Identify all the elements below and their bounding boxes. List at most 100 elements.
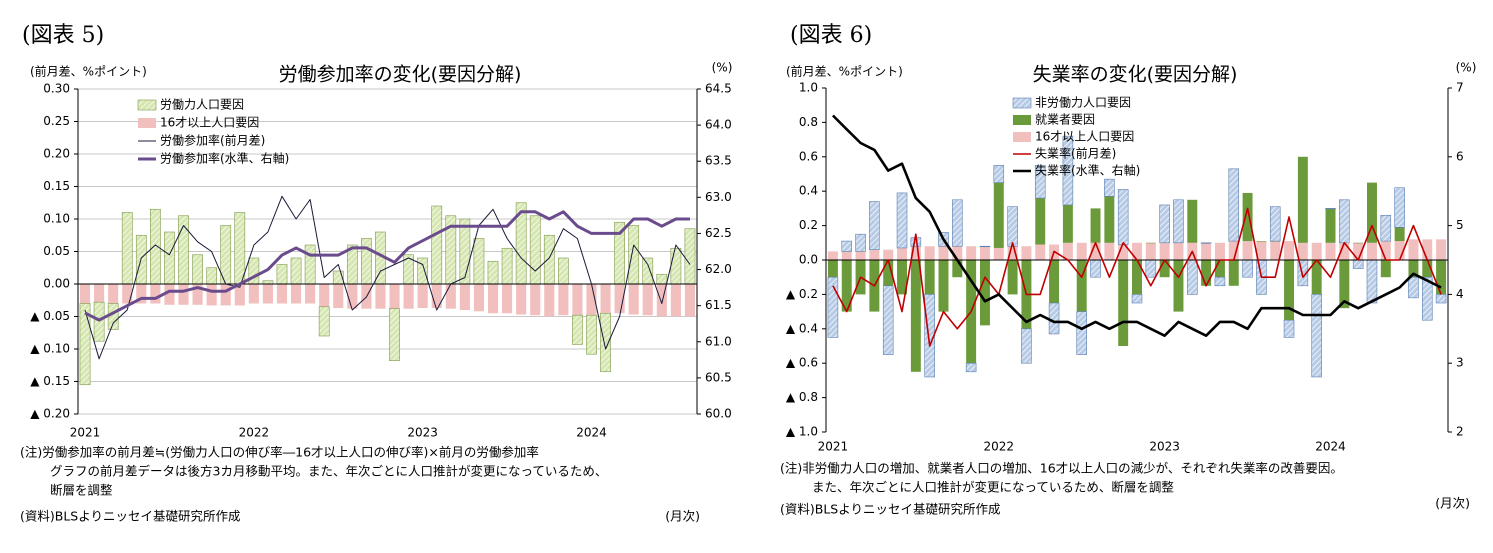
y2-tick-label: 63.0 <box>705 190 732 204</box>
bar <box>1187 259 1198 295</box>
bar <box>1325 208 1336 243</box>
bar <box>361 238 372 285</box>
note: グラフの前月差データは後方3カ月移動平均。また、年次ごとに人口推計が変更になって… <box>50 464 607 479</box>
bar <box>938 246 949 260</box>
y-tick-label: 0.15 <box>43 179 70 193</box>
y2-tick-label: 61.5 <box>705 298 732 312</box>
bar <box>290 284 302 304</box>
note: また、年次ごとに人口推計が変更になっているため、断層を調整 <box>812 480 1174 495</box>
y2-tick-label: 60.0 <box>705 407 732 421</box>
bar <box>1117 189 1129 245</box>
bar <box>1284 260 1295 321</box>
legend-swatch <box>137 99 157 111</box>
y2-tick-label: 61.0 <box>705 334 732 348</box>
bar <box>1214 276 1226 287</box>
bar <box>1269 206 1281 242</box>
x-tick-label: 2023 <box>407 426 438 440</box>
bar <box>1380 260 1391 278</box>
bar <box>883 260 894 286</box>
y2-tick-label: 64.0 <box>705 118 732 132</box>
y-tick-label: 0.6 <box>799 149 818 163</box>
y-tick-label: ▲ 0.20 <box>30 407 70 421</box>
bar <box>445 284 456 309</box>
legend-label: 16才以上人口要因 <box>1035 130 1134 144</box>
bar <box>600 284 611 314</box>
y-tick-label: 0.8 <box>799 115 818 129</box>
bar <box>1228 241 1239 260</box>
y-axis-label: (前月差、%ポイント) <box>30 64 147 79</box>
bar <box>1435 294 1447 304</box>
bar <box>459 218 471 285</box>
x-axis-label: (月次) <box>665 509 700 524</box>
bar <box>572 284 583 316</box>
bar <box>684 228 696 285</box>
bar <box>1436 239 1447 260</box>
bar <box>417 257 429 285</box>
bar <box>952 260 963 278</box>
y-tick-label: 0.30 <box>43 82 70 96</box>
bar <box>79 284 91 304</box>
bar <box>855 251 866 260</box>
x-tick-label: 2024 <box>1315 440 1346 454</box>
bar <box>1132 260 1142 295</box>
bar <box>1367 242 1377 260</box>
y-tick-label: 0.10 <box>43 212 70 226</box>
legend-label: 失業率(前月差) <box>1035 146 1116 161</box>
bar <box>1366 259 1378 304</box>
bar <box>459 284 470 310</box>
bar <box>192 284 203 305</box>
bar <box>1380 214 1392 242</box>
bar <box>206 284 217 306</box>
bar <box>1408 276 1419 299</box>
y-tick-label: ▲ 0.2 <box>786 287 818 301</box>
bar <box>150 284 161 304</box>
x-axis-label: (月次) <box>1435 496 1470 511</box>
bar <box>1007 246 1018 260</box>
bar <box>1159 204 1170 244</box>
bar <box>1394 241 1405 260</box>
bar <box>869 249 880 260</box>
bar <box>855 233 866 252</box>
bar <box>1021 328 1032 364</box>
source: (資料)BLSよりニッセイ基礎研究所作成 <box>780 502 1000 517</box>
bar <box>1256 241 1267 242</box>
bar <box>1242 192 1253 242</box>
bar <box>897 247 907 260</box>
bar <box>1187 199 1198 243</box>
bar <box>1394 187 1405 228</box>
bar <box>1339 242 1350 260</box>
bar <box>502 284 513 314</box>
bar <box>1256 241 1267 260</box>
bar <box>248 284 259 304</box>
y2-tick-label: 62.0 <box>705 262 732 276</box>
bar <box>1201 260 1212 286</box>
y-tick-label: 0.05 <box>43 244 70 258</box>
y-tick-label: 0.2 <box>799 218 818 232</box>
bar <box>1007 260 1018 295</box>
bar <box>1284 241 1295 260</box>
y-tick-label: 0.25 <box>43 114 70 128</box>
y2-tick-label: 3 <box>1456 356 1464 370</box>
bar <box>473 238 485 285</box>
bar <box>1339 199 1350 244</box>
bar <box>586 314 597 355</box>
bar <box>121 212 133 285</box>
x-tick-label: 2022 <box>984 440 1015 454</box>
y2-tick-label: 63.5 <box>705 154 732 168</box>
bar <box>1007 206 1018 247</box>
bar <box>234 284 245 306</box>
bar <box>952 246 963 260</box>
bar <box>1145 242 1156 260</box>
legend-label: 労働力人口要因 <box>160 98 244 112</box>
y-tick-label: ▲ 0.6 <box>786 356 818 370</box>
bar <box>1104 242 1115 260</box>
y2-tick-label: 64.5 <box>705 82 732 96</box>
bar <box>979 246 990 260</box>
bar <box>1090 208 1101 243</box>
bar <box>827 260 838 278</box>
bar <box>1353 242 1364 260</box>
bar <box>670 284 681 317</box>
chart-title: 労働参加率の変化(要因分解) <box>279 64 522 86</box>
bar <box>94 284 105 303</box>
y-tick-label: 0.00 <box>43 277 70 291</box>
